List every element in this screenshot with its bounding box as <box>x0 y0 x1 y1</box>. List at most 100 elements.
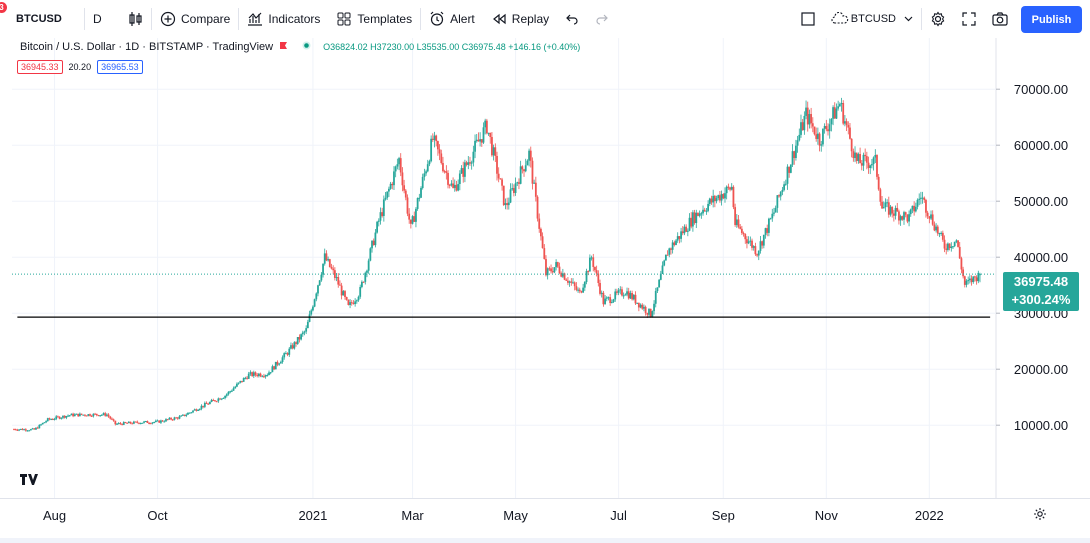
candle-body <box>806 107 809 125</box>
candle-body <box>943 239 946 249</box>
candle-body <box>269 372 272 374</box>
candle-body <box>16 429 19 431</box>
tradingview-logo[interactable] <box>20 474 38 489</box>
axis-settings-icon[interactable] <box>1033 507 1047 526</box>
candle-body <box>482 127 485 143</box>
candle-body <box>661 265 664 274</box>
candle-body <box>420 188 422 198</box>
candle-body <box>565 279 568 281</box>
candle-body <box>264 375 267 377</box>
candle-body <box>872 157 875 165</box>
legend-title[interactable]: Bitcoin / U.S. Dollar · 1D · BITSTAMP · … <box>20 41 274 53</box>
candle-body <box>619 289 622 291</box>
candle-body <box>577 289 579 291</box>
candle-body <box>210 399 213 402</box>
candle-body <box>442 163 444 172</box>
symbol-search[interactable]: BTCUSD <box>16 13 62 25</box>
bid-price-box[interactable]: 36945.33 <box>17 60 63 74</box>
candle-body <box>367 260 370 271</box>
candle-body <box>58 416 61 419</box>
candle-body <box>975 277 978 282</box>
candle-body <box>111 418 113 420</box>
ask-price-box[interactable]: 36965.53 <box>97 60 143 74</box>
candle-body <box>766 228 769 233</box>
candle-body <box>38 424 41 429</box>
candle-body <box>202 405 205 407</box>
candle-body <box>690 217 693 227</box>
candle-body <box>271 366 274 373</box>
candle-body <box>845 121 848 126</box>
settings-button[interactable] <box>922 0 954 38</box>
x-tick-label: Sep <box>712 508 735 523</box>
candle-body <box>960 258 963 270</box>
candle-body <box>252 372 255 377</box>
indicators-icon <box>247 11 263 27</box>
current-price-tag: 36975.48 +300.24% <box>1003 272 1079 311</box>
candle-body <box>416 198 419 209</box>
indicators-button[interactable]: Indicators <box>239 0 328 38</box>
candle-body <box>259 373 262 377</box>
candle-body <box>573 282 576 287</box>
candle-body <box>869 165 872 169</box>
publish-button[interactable]: Publish <box>1021 6 1082 33</box>
candle-body <box>229 391 232 393</box>
candle-body <box>882 207 885 209</box>
candle-body <box>859 154 861 164</box>
candle-body <box>889 206 892 215</box>
redo-button[interactable] <box>587 0 617 38</box>
alert-button[interactable]: Alert <box>421 0 483 38</box>
candle-body <box>708 198 711 204</box>
candle-body <box>193 409 196 411</box>
candle-body <box>754 246 757 255</box>
price-chart[interactable]: 10000.0020000.0030000.0040000.0050000.00… <box>0 38 1090 498</box>
candle-body <box>281 357 284 362</box>
candle-body <box>629 293 632 299</box>
candle-body <box>840 103 843 105</box>
select-layout-button[interactable] <box>793 0 823 38</box>
candle-body <box>854 152 856 159</box>
candle-body <box>637 302 640 308</box>
candle-body <box>496 156 498 174</box>
candle-body <box>700 213 703 215</box>
undo-button[interactable] <box>557 0 587 38</box>
candle-body <box>21 428 24 431</box>
candle-body <box>158 420 161 423</box>
candle-body <box>185 414 188 416</box>
candle-body <box>425 171 427 174</box>
candle-body <box>175 417 178 419</box>
candle-body <box>659 273 662 280</box>
candle-body <box>317 285 319 294</box>
candle-body <box>644 306 647 313</box>
interval-button[interactable]: D <box>93 12 102 26</box>
candle-body <box>406 197 409 214</box>
candle-body <box>295 342 297 344</box>
fullscreen-button[interactable] <box>954 0 984 38</box>
candle-body <box>860 163 863 166</box>
candle-body <box>105 414 108 416</box>
candle-body <box>740 228 743 233</box>
candle-body <box>195 409 198 411</box>
candle-body <box>67 415 69 417</box>
templates-button[interactable]: Templates <box>328 0 420 38</box>
bar-style-button[interactable] <box>121 0 151 38</box>
candle-body <box>232 388 235 391</box>
candle-body <box>479 139 482 142</box>
replay-button[interactable]: Replay <box>483 0 557 38</box>
candle-body <box>599 282 601 294</box>
candle-body <box>641 304 644 309</box>
candle-body <box>291 345 294 349</box>
candle-body <box>354 301 357 305</box>
candle-body <box>418 197 421 199</box>
snapshot-button[interactable] <box>984 0 1016 38</box>
candle-body <box>107 414 110 417</box>
layout-symbol-button[interactable]: BTCUSD <box>823 0 921 38</box>
candle-body <box>452 183 454 188</box>
time-axis[interactable]: Aug Oct 2021 Mar May Jul Sep Nov 2022 <box>0 498 1090 538</box>
candle-body <box>550 268 552 272</box>
candle-body <box>749 240 752 242</box>
compare-button[interactable]: Compare <box>152 0 238 38</box>
x-tick-label: Mar <box>401 508 424 523</box>
candle-body <box>423 173 426 177</box>
candle-body <box>588 257 591 272</box>
notification-badge[interactable]: 3 <box>0 2 7 13</box>
